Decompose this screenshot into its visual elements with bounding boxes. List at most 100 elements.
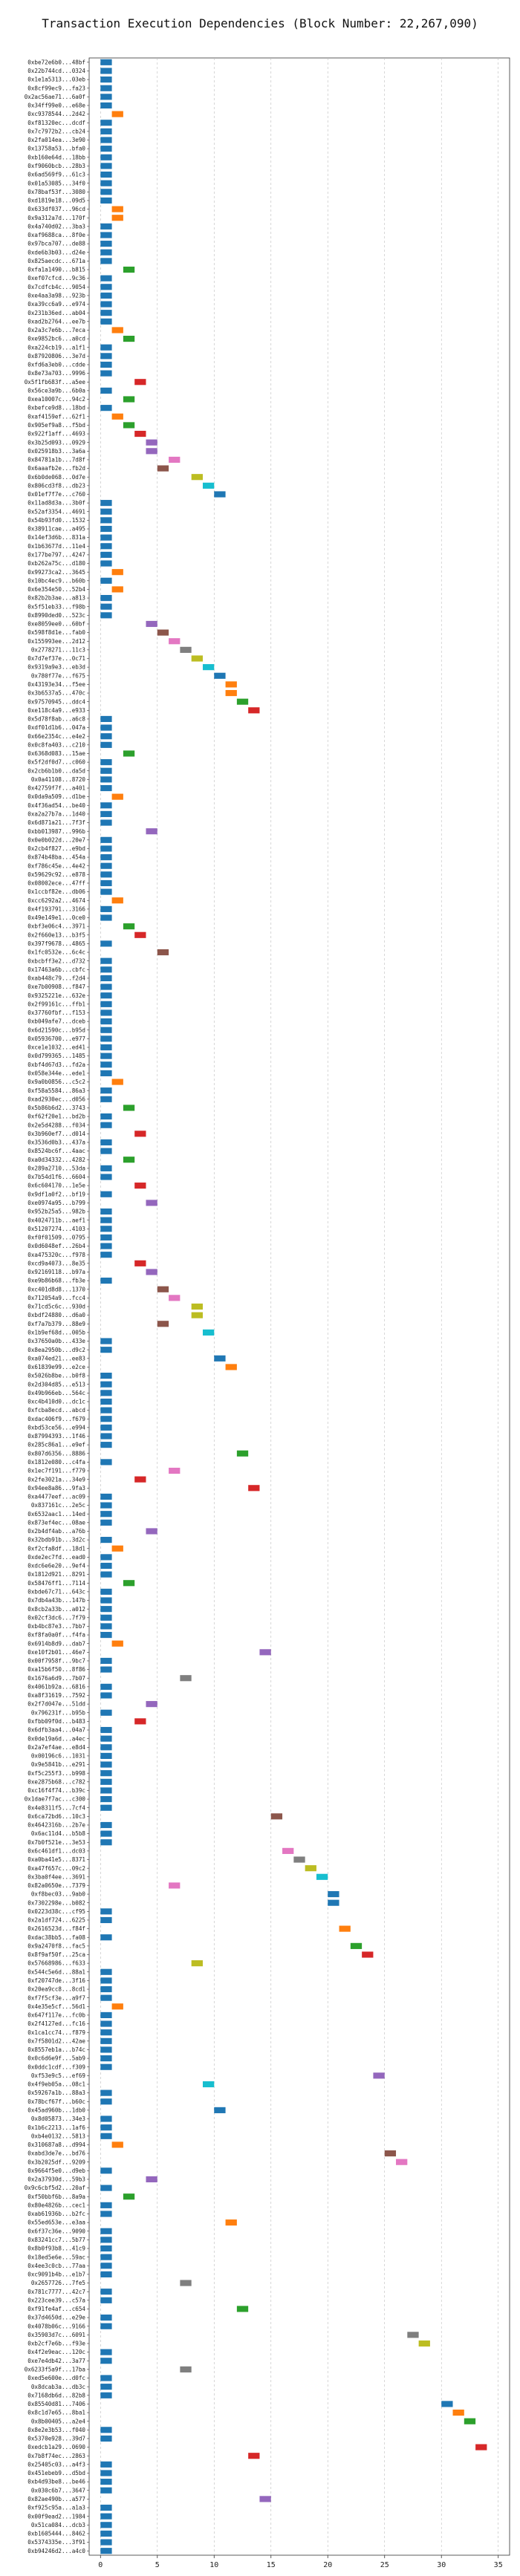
transaction-bar	[111, 215, 123, 221]
transaction-bar	[214, 1355, 226, 1362]
transaction-bar	[100, 197, 112, 204]
transaction-bar	[464, 2418, 476, 2424]
transaction-label: 0xf58a5584...86a3	[27, 1087, 85, 1094]
transaction-bar	[100, 992, 112, 999]
transaction-label: 0xbcbff3e2...d732	[27, 957, 85, 964]
transaction-bar	[111, 897, 123, 904]
transaction-bar	[100, 1994, 112, 2001]
transaction-label: 0x1e1a5313...03eb	[27, 77, 85, 83]
transaction-bar	[191, 655, 203, 662]
transaction-bar	[259, 1649, 271, 1656]
transaction-label: 0x7cdfcb4c...9054	[27, 284, 85, 290]
transaction-label: 0xf0f01509...0795	[27, 1235, 85, 1241]
x-tick-label: 20	[323, 2561, 332, 2569]
transaction-label: 0x6233f5a9f...17ba	[25, 2366, 85, 2372]
transaction-label: 0x1ca1cc74...f879	[27, 2029, 85, 2036]
transaction-label: 0x5d78f8ab...a6c8	[27, 716, 85, 723]
transaction-bar	[100, 2349, 112, 2355]
transaction-label: 0xb94246d2...a4c0	[27, 2548, 85, 2554]
transaction-bar	[123, 336, 135, 342]
transaction-label: 0xb262a75c...d180	[27, 560, 85, 567]
transaction-bar	[100, 810, 112, 817]
transaction-bar	[100, 2185, 112, 2191]
transaction-label: 0x3536d0b3...437a	[27, 1139, 85, 1146]
transaction-bar	[100, 2504, 112, 2511]
transaction-label: 0x00196c6...1031	[31, 1753, 86, 1760]
transaction-label: 0x00f7958f...9bc7	[27, 1658, 85, 1665]
transaction-bar	[100, 2037, 112, 2044]
transaction-bar	[100, 102, 112, 109]
transaction-bar	[100, 1537, 112, 1544]
transaction-label: 0xa15b6f50...8f86	[27, 1666, 85, 1673]
transaction-bar	[180, 646, 192, 653]
transaction-label: 0x42759f7f...a401	[27, 785, 85, 792]
transaction-bar	[100, 120, 112, 126]
transaction-bar	[100, 284, 112, 290]
transaction-label: 0x1b63677d...11e4	[27, 543, 85, 550]
transaction-label: 0x2f99161c...ffb1	[27, 1001, 85, 1007]
transaction-label: 0x2cb6b1b0...da5d	[27, 767, 85, 774]
transaction-label: 0xfa1a1490...b815	[27, 267, 85, 273]
transaction-label: 0x4061b92a...6816	[27, 1683, 85, 1690]
transaction-label: 0xde6b3b03...d24e	[27, 249, 85, 256]
transaction-label: 0xc4b410d0...dc1c	[27, 1399, 85, 1405]
transaction-label: 0x647f117e...fc0b	[27, 2012, 85, 2019]
transaction-bar	[100, 2289, 112, 2295]
transaction-label: 0x8b00405...a2e4	[31, 2418, 86, 2424]
transaction-label: 0xa475320c...f978	[27, 1252, 85, 1258]
transaction-label: 0x0ddc1cdf...f309	[27, 2063, 85, 2070]
transaction-label: 0xa4477eef...ac09	[27, 1494, 85, 1500]
transaction-label: 0x82ae490b...a577	[27, 2496, 85, 2502]
transaction-label: 0xea10007c...94c2	[27, 396, 85, 403]
transaction-label: 0xad2b2764...ee7b	[27, 318, 85, 325]
transaction-label: 0x796231f...b95b	[31, 1709, 86, 1716]
transaction-bar	[100, 560, 112, 567]
transaction-label: 0x5370e928...39d7	[27, 2436, 85, 2442]
transaction-label: 0x51207274...4103	[27, 1226, 85, 1232]
transaction-bar	[100, 1770, 112, 1777]
transaction-bar	[100, 1165, 112, 1171]
transaction-label: 0x08002ece...47ff	[27, 880, 85, 887]
transaction-label: 0xf20747de...3f16	[27, 1977, 85, 1984]
transaction-label: 0xb4e0132...5813	[31, 2133, 85, 2139]
transaction-bar	[339, 1925, 351, 1932]
transaction-label: 0x2fa014ea...3e90	[27, 137, 85, 143]
transaction-bar	[202, 482, 215, 489]
transaction-label: 0x0e0b022d...20e7	[27, 836, 85, 843]
transaction-bar	[100, 767, 112, 774]
transaction-label: 0xde2ec7fd...ead0	[27, 1554, 85, 1561]
transaction-label: 0x71cd5c6c...930d	[27, 1304, 85, 1310]
transaction-label: 0x66e2354c...e4e2	[27, 733, 85, 740]
transaction-bar	[100, 1347, 112, 1353]
transaction-label: 0xa39cc6a9...e974	[27, 301, 85, 308]
transaction-label: 0x7b8f74ec...2863	[27, 2453, 85, 2459]
transaction-label: 0x9325221e...632e	[27, 992, 85, 999]
transaction-label: 0x4f9eb05a...08c1	[27, 2081, 85, 2088]
transaction-bar	[236, 1450, 249, 1457]
transaction-bar	[100, 301, 112, 308]
transaction-bar	[134, 430, 146, 438]
transaction-label: 0xe9852bc6...a0cd	[27, 336, 85, 342]
transaction-bar	[180, 2366, 192, 2372]
transaction-label: 0x8e73a703...9996	[27, 370, 85, 377]
transaction-label: 0x6dfb3aa4...04a7	[27, 1727, 85, 1734]
transaction-bar	[100, 223, 112, 230]
transaction-label: 0x57668986...f633	[27, 1960, 85, 1967]
transaction-label: 0x8f9af50f...25ca	[27, 1951, 85, 1958]
transaction-bar	[100, 1735, 112, 1742]
transaction-label: 0x58476ff1...7114	[27, 1580, 85, 1587]
transaction-bar	[100, 353, 112, 360]
transaction-bar	[100, 1709, 112, 1716]
transaction-bar	[100, 715, 112, 723]
transaction-bar	[100, 845, 112, 852]
transaction-bar	[100, 2522, 112, 2528]
transaction-bar	[100, 2167, 112, 2174]
transaction-bar	[169, 1467, 181, 1474]
transaction-label: 0xaf4159ef...62f1	[27, 413, 85, 420]
transaction-label: 0x451ebeb9...d5bd	[27, 2470, 85, 2476]
transaction-bar	[100, 2297, 112, 2303]
transaction-bar	[100, 595, 112, 602]
transaction-label: 0x7302298e...b082	[27, 1899, 85, 1906]
transaction-bar	[282, 1847, 294, 1854]
transaction-bar	[100, 1226, 112, 1232]
